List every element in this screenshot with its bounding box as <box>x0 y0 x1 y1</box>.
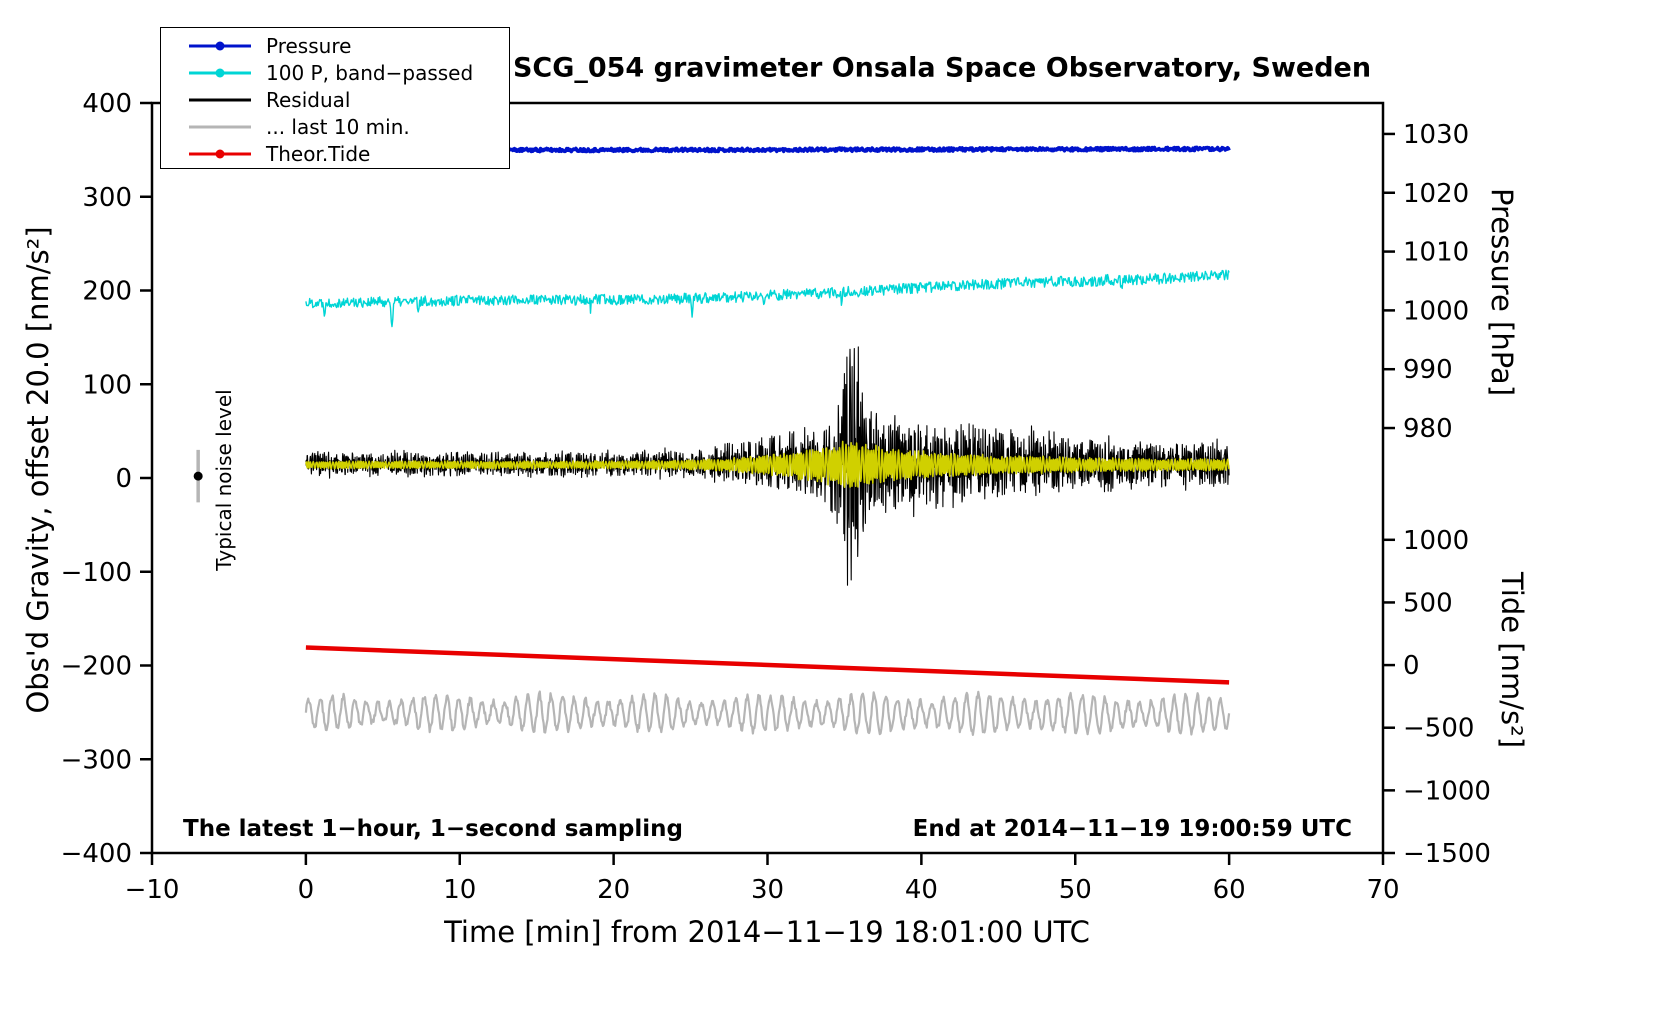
tick-label-pressure: 1030 <box>1403 120 1469 150</box>
tick-label-tide: 1000 <box>1403 526 1469 556</box>
tick-label-left: −300 <box>61 745 132 775</box>
series-last-10-min <box>304 690 1231 736</box>
tick-label-x: 40 <box>905 875 938 905</box>
tick-label-tide: −1500 <box>1403 839 1491 869</box>
legend-label: Pressure <box>266 33 352 58</box>
legend-item: Pressure <box>161 32 509 59</box>
sampling-note: The latest 1−hour, 1−second sampling <box>183 816 683 842</box>
tick-label-x: 70 <box>1366 875 1399 905</box>
series-residual-filtered <box>305 440 1230 488</box>
legend-marker-dot <box>215 41 225 50</box>
legend-item: Theor.Tide <box>161 140 509 167</box>
tick-label-x: −10 <box>125 875 180 905</box>
tick-label-x: 60 <box>1213 875 1246 905</box>
legend-sample <box>189 41 251 50</box>
series-theor-tide <box>305 645 1230 685</box>
y-axis-label-gravity: Obs'd Gravity, offset 20.0 [nm/s²] <box>21 226 55 714</box>
tick-label-tide: −500 <box>1403 714 1474 744</box>
legend-label: ... last 10 min. <box>266 114 410 139</box>
noise-level-label: Typical noise level <box>212 389 236 571</box>
legend-item: 100 P, band−passed <box>161 59 509 86</box>
tick-label-left: −200 <box>61 652 132 682</box>
tick-label-tide: 0 <box>1403 651 1420 681</box>
tick-label-x: 0 <box>298 875 315 905</box>
legend-sample <box>189 125 251 128</box>
tick-label-pressure: 1010 <box>1403 238 1469 268</box>
legend-marker-dot <box>215 149 225 158</box>
tick-label-x: 20 <box>597 875 630 905</box>
tick-label-tide: −1000 <box>1403 776 1491 806</box>
tick-label-left: 400 <box>82 89 132 119</box>
tick-label-x: 30 <box>751 875 784 905</box>
y-axis-label-pressure: Pressure [hPa] <box>1485 187 1519 397</box>
tick-label-left: 0 <box>115 464 132 494</box>
legend-label: Theor.Tide <box>266 141 371 166</box>
series-band-passed <box>305 269 1230 328</box>
tick-label-left: −400 <box>61 839 132 869</box>
noise-level-marker <box>193 449 203 503</box>
tick-label-pressure: 990 <box>1403 355 1453 385</box>
tick-label-left: 300 <box>82 183 132 213</box>
legend-sample <box>189 149 251 158</box>
series-group <box>304 145 1231 736</box>
legend-label: 100 P, band−passed <box>266 60 474 85</box>
noise-dot <box>193 471 203 481</box>
x-axis-label: Time [min] from 2014−11−19 18:01:00 UTC <box>444 915 1090 949</box>
legend-sample <box>189 68 251 77</box>
tick-label-x: 10 <box>443 875 476 905</box>
chart-title: SCG_054 gravimeter Onsala Space Observat… <box>512 52 1372 84</box>
legend-label: Residual <box>266 87 351 112</box>
legend-marker-dot <box>215 68 225 77</box>
tick-label-pressure: 980 <box>1403 414 1453 444</box>
legend-sample <box>189 98 251 101</box>
tick-label-left: −100 <box>61 558 132 588</box>
y-axis-label-tide: Tide [nm/s²] <box>1495 571 1529 749</box>
tick-label-tide: 500 <box>1403 588 1453 618</box>
legend-item: Residual <box>161 86 509 113</box>
plot-frame <box>150 101 1385 855</box>
tick-label-x: 50 <box>1059 875 1092 905</box>
tick-label-left: 200 <box>82 277 132 307</box>
axes-frame <box>150 101 1385 855</box>
tick-label-pressure: 1000 <box>1403 296 1469 326</box>
tick-label-pressure: 1020 <box>1403 179 1469 209</box>
legend-item: ... last 10 min. <box>161 113 509 140</box>
tick-label-left: 100 <box>82 370 132 400</box>
legend: Pressure 100 P, band−passed Residual... la… <box>160 27 510 169</box>
end-time-note: End at 2014−11−19 19:00:59 UTC <box>912 816 1352 842</box>
